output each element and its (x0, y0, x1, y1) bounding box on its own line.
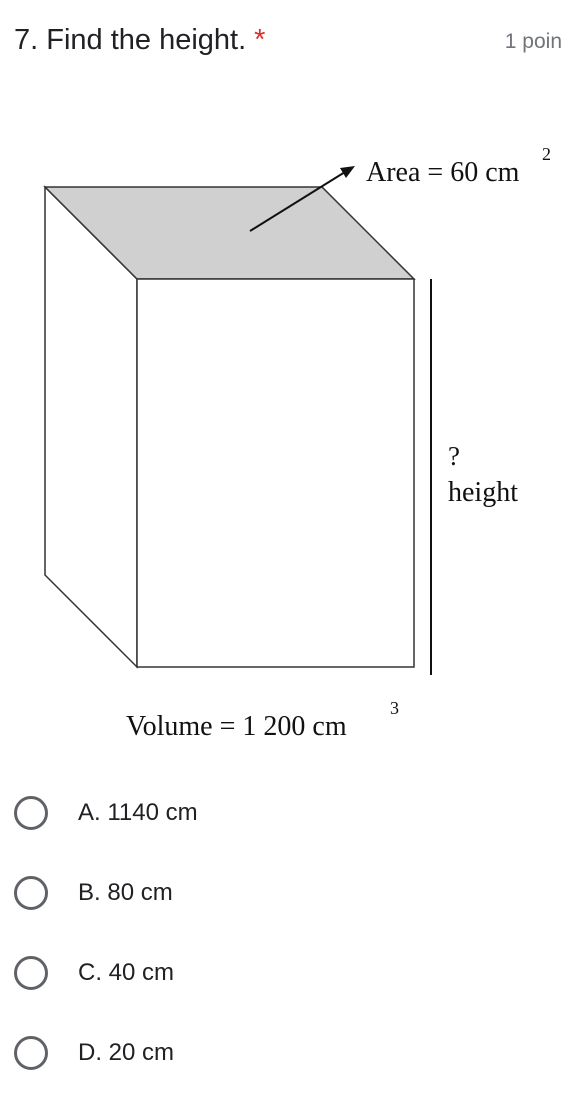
option-c[interactable]: C. 40 cm (0, 936, 576, 1016)
question-points: 1 poin (504, 30, 562, 53)
height-label: height (448, 477, 518, 508)
area-exponent: 2 (542, 144, 551, 164)
required-marker: * (254, 24, 266, 56)
radio-circle-icon[interactable] (14, 956, 48, 990)
answer-options: A. 1140 cm B. 80 cm C. 40 cm D. 20 cm (0, 776, 576, 1096)
area-label: Area = 60 cm (366, 157, 520, 188)
option-b[interactable]: B. 80 cm (0, 856, 576, 936)
option-label[interactable]: B. 80 cm (78, 879, 173, 906)
area-pointer-arrowhead (340, 166, 355, 178)
option-label[interactable]: C. 40 cm (78, 959, 175, 986)
radio-circle-icon[interactable] (14, 876, 48, 910)
volume-label: Volume = 1 200 cm (126, 711, 347, 742)
question-text: 7. Find the height. (14, 24, 247, 56)
area-pointer-line (249, 171, 346, 232)
question-title: 7. Find the height. * (14, 22, 265, 58)
question-figure: Area = 60 cm 2 ? height Volume = 1 200 c… (0, 80, 576, 760)
volume-exponent: 3 (390, 698, 399, 718)
option-label[interactable]: A. 1140 cm (78, 799, 198, 826)
option-a[interactable]: A. 1140 cm (0, 776, 576, 856)
prism-diagram: Area = 60 cm 2 ? height Volume = 1 200 c… (43, 144, 551, 742)
radio-circle-icon[interactable] (14, 1036, 48, 1070)
option-label[interactable]: D. 20 cm (78, 1039, 175, 1066)
question-header: 7. Find the height. * 1 poin (0, 0, 576, 80)
prism-front-face (136, 278, 415, 668)
height-question-mark: ? (448, 441, 460, 471)
radio-circle-icon[interactable] (14, 796, 48, 830)
option-d[interactable]: D. 20 cm (0, 1016, 576, 1096)
